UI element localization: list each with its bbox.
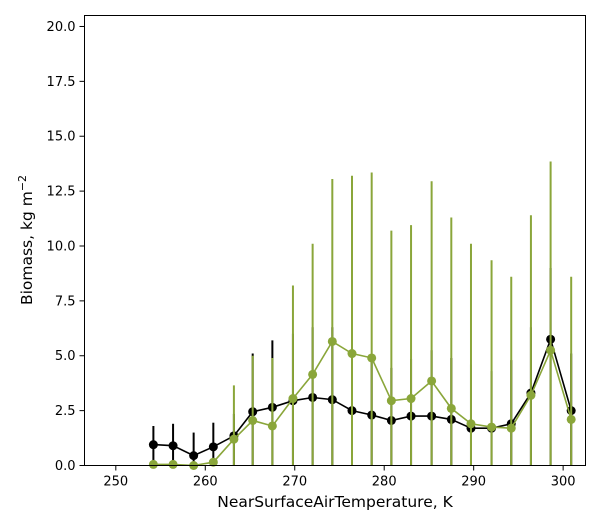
y-tick-label: 12.5: [47, 185, 76, 200]
data-point: [466, 419, 476, 429]
data-point: [168, 459, 178, 469]
y-tick-label: 2.5: [55, 404, 76, 419]
data-point: [229, 434, 239, 444]
x-axis: 250 260 270 280 290 300: [103, 465, 576, 490]
series-2: [148, 161, 576, 470]
x-tick-label: 250: [103, 475, 128, 490]
data-point: [427, 376, 437, 386]
data-point: [208, 442, 218, 452]
y-tick-label: 7.5: [55, 294, 76, 309]
data-point: [308, 369, 318, 379]
series-line: [153, 340, 572, 467]
y-tick-label: 10.0: [47, 239, 76, 254]
y-axis-label-superscript: −2: [16, 175, 29, 191]
data-point: [367, 353, 377, 363]
axes-frame: [84, 15, 586, 466]
plot-area: [148, 161, 576, 470]
data-point: [487, 422, 497, 432]
data-point: [168, 441, 178, 451]
data-point: [148, 440, 158, 450]
data-point: [566, 414, 576, 424]
data-point: [386, 396, 396, 406]
data-point: [526, 390, 536, 400]
data-point: [446, 403, 456, 413]
data-point: [208, 457, 218, 467]
data-point: [327, 336, 337, 346]
y-tick-label: 17.5: [47, 75, 76, 90]
y-tick-label: 0.0: [55, 459, 76, 474]
data-point: [347, 349, 357, 359]
data-point: [406, 394, 416, 404]
x-tick-label: 260: [193, 475, 218, 490]
y-axis: 0.0 2.5 5.0 7.5 10.0 12.5 15.0 17.5 20.0: [47, 20, 85, 474]
y-tick-label: 20.0: [47, 20, 76, 35]
data-point: [288, 394, 298, 404]
x-tick-label: 280: [372, 475, 397, 490]
data-point: [267, 421, 277, 431]
data-point: [506, 423, 516, 433]
series-line: [153, 336, 572, 457]
data-point: [248, 416, 258, 425]
x-axis-label: NearSurfaceAirTemperature, K: [217, 493, 453, 511]
x-tick-label: 300: [551, 475, 576, 490]
data-point: [189, 451, 199, 461]
y-axis-label: Biomass, kg m−2: [16, 175, 36, 305]
data-point: [148, 459, 158, 469]
y-tick-label: 15.0: [47, 130, 76, 145]
x-tick-label: 270: [282, 475, 307, 490]
data-point: [546, 345, 556, 355]
y-axis-label-main: Biomass, kg m: [18, 191, 36, 305]
x-tick-label: 290: [461, 475, 486, 490]
y-tick-label: 5.0: [55, 349, 76, 364]
